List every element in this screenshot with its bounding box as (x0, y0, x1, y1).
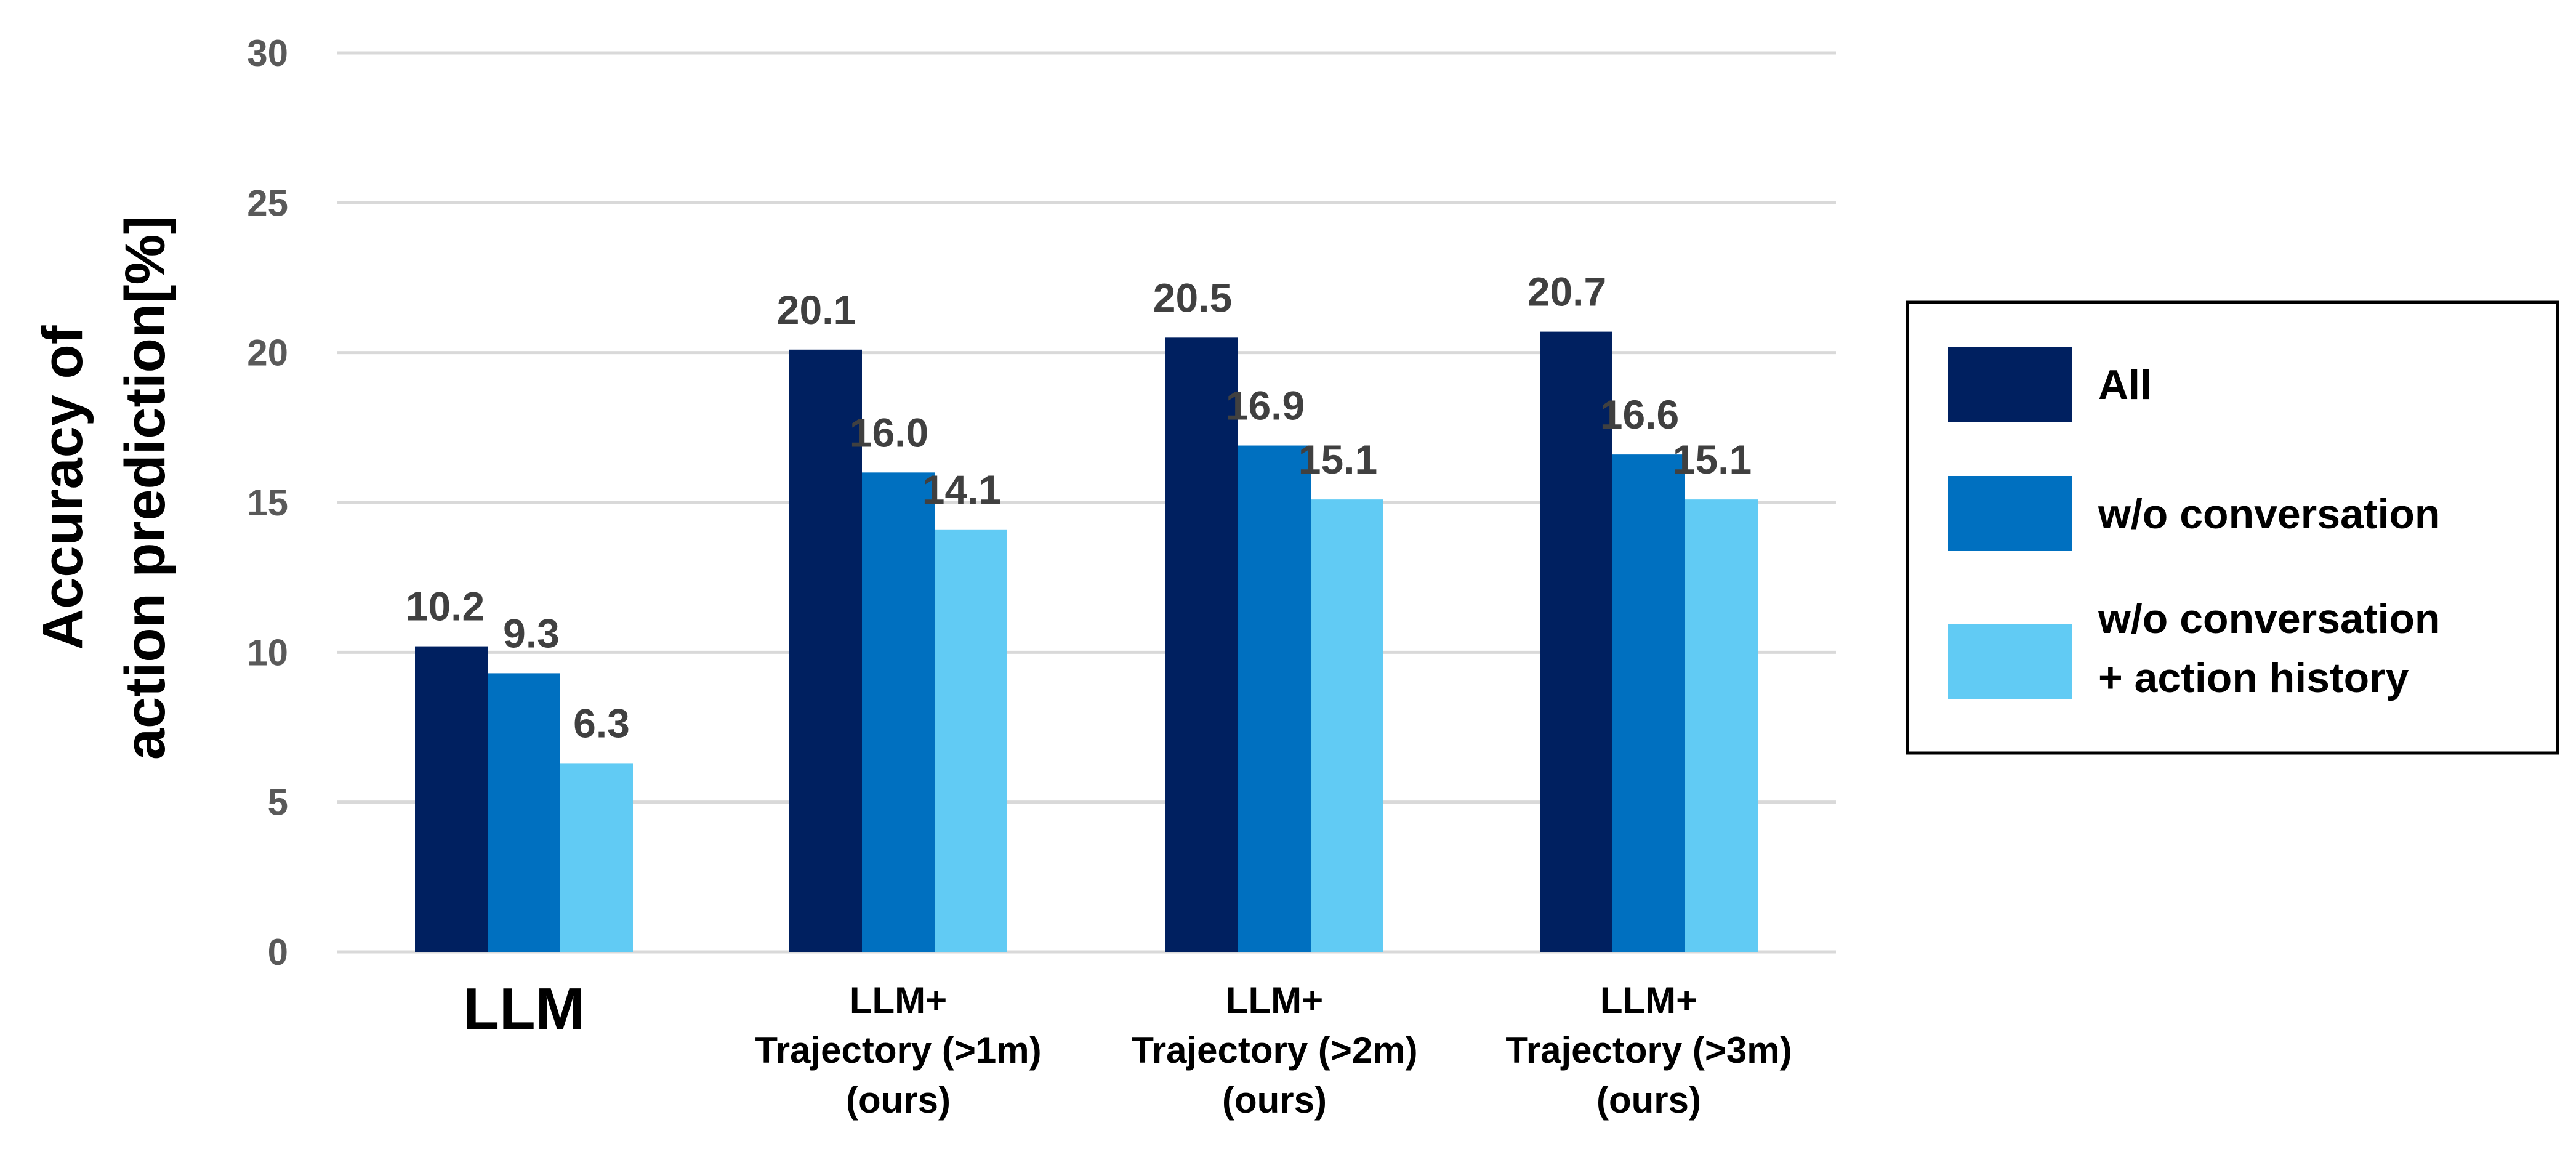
x-category-label: (ours) (1596, 1079, 1701, 1121)
y-axis-title-line: action prediction[%] (114, 216, 177, 760)
bar (415, 646, 488, 952)
bar (1238, 445, 1311, 952)
x-category-label: LLM (463, 976, 584, 1042)
bar (1612, 454, 1685, 952)
y-axis-label: Accuracy of action prediction[%] (31, 216, 177, 760)
x-category-labels: LLM LLM+ Trajectory (>1m) (ours) LLM+ Traject… (463, 976, 1792, 1121)
data-label: 16.9 (1226, 383, 1305, 429)
x-category-label: (ours) (1222, 1079, 1327, 1121)
y-tick-labels: 0 5 10 15 20 25 30 (247, 33, 288, 973)
bar (1685, 499, 1758, 952)
legend-swatch (1948, 624, 2072, 699)
bar (862, 472, 935, 952)
data-label: 14.1 (922, 467, 1001, 512)
bar (1540, 331, 1612, 952)
bar (935, 529, 1007, 952)
bar (488, 673, 560, 952)
y-tick-label: 5 (268, 782, 288, 823)
y-tick-label: 0 (268, 932, 288, 973)
data-label: 6.3 (573, 700, 630, 746)
x-category-label: LLM+ (1600, 980, 1697, 1021)
x-category-label: Trajectory (>3m) (1505, 1030, 1792, 1071)
legend-label: + action history (2098, 655, 2409, 701)
legend-label: w/o conversation (2098, 491, 2440, 538)
data-label: 20.1 (777, 287, 856, 333)
legend-label: All (2098, 361, 2152, 408)
y-axis-title: Accuracy of action prediction[%] (31, 216, 177, 760)
legend-swatch (1948, 476, 2072, 551)
legend-label: w/o conversation (2098, 595, 2440, 642)
data-label: 9.3 (503, 610, 560, 656)
legend: All w/o conversation w/o conversation + act… (1906, 300, 2559, 755)
y-tick-label: 20 (247, 333, 288, 374)
legend-swatch (1948, 347, 2072, 422)
data-label: 20.5 (1153, 275, 1232, 320)
bar (1311, 499, 1383, 952)
bar (789, 349, 862, 952)
bars (415, 331, 1758, 952)
data-label: 16.6 (1600, 392, 1679, 437)
y-tick-label: 10 (247, 632, 288, 673)
y-axis-title-line: Accuracy of (31, 325, 94, 650)
y-tick-label: 30 (247, 33, 288, 74)
data-label: 10.2 (406, 584, 485, 629)
x-category-label: LLM+ (1226, 980, 1323, 1021)
bar (560, 763, 633, 952)
x-category-label: LLM+ (850, 980, 947, 1021)
data-label: 20.7 (1527, 269, 1606, 315)
x-category-label: Trajectory (>2m) (1131, 1030, 1417, 1071)
y-tick-label: 25 (247, 182, 288, 224)
data-labels: 10.2 20.1 20.5 20.7 9.3 16.0 16.9 16.6 6.3 14.1 15… (406, 269, 1752, 746)
x-category-label: (ours) (846, 1079, 951, 1121)
data-label: 16.0 (850, 409, 928, 455)
data-label: 15.1 (1298, 437, 1377, 482)
x-category-label: Trajectory (>1m) (755, 1030, 1041, 1071)
bar (1165, 337, 1238, 952)
y-tick-label: 15 (247, 482, 288, 523)
data-label: 15.1 (1673, 437, 1752, 482)
